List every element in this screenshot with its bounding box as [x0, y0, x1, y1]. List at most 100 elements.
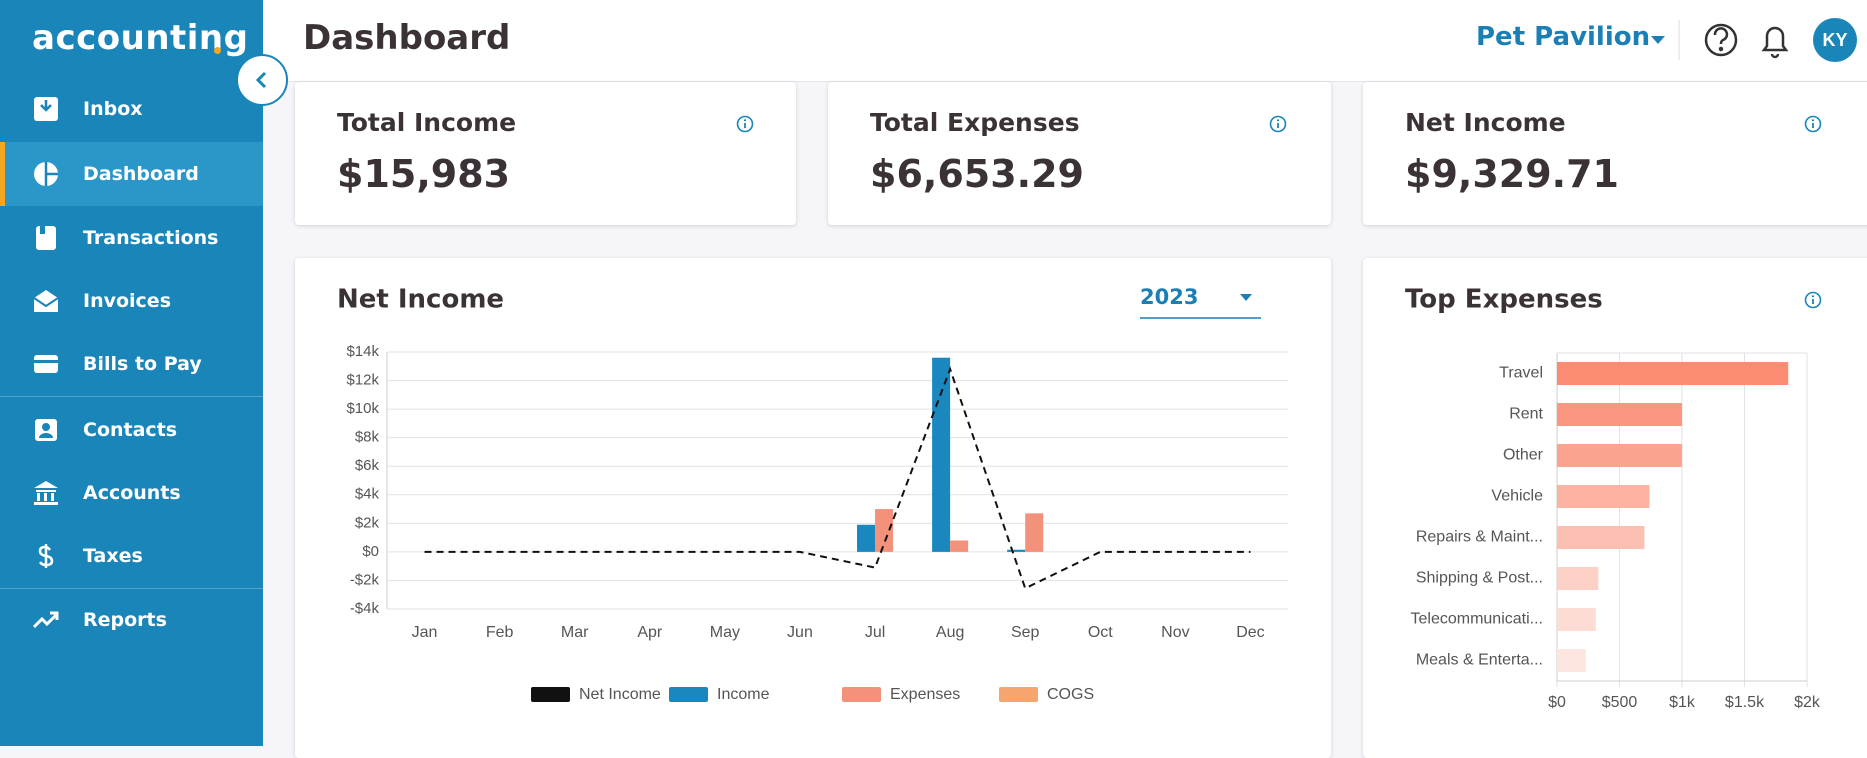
y-tick-label: Vehicle	[1491, 488, 1543, 505]
nav-label: Transactions	[83, 227, 219, 249]
bar	[1557, 567, 1599, 590]
nav-icon	[36, 226, 56, 250]
collapse-button[interactable]	[234, 52, 290, 108]
x-tick-label: Sep	[1011, 624, 1040, 641]
legend-label: COGS	[1047, 686, 1094, 703]
card-label: Total Expenses	[870, 108, 1080, 137]
notification-icon[interactable]	[1761, 26, 1789, 59]
bar	[1557, 403, 1682, 426]
nav-label: Accounts	[83, 482, 181, 504]
brand-dot	[214, 47, 221, 54]
nav-item[interactable]: Contacts	[0, 398, 263, 462]
card-label: Net Income	[1405, 108, 1566, 137]
card-value: $6,653.29	[870, 152, 1084, 196]
x-tick-label: Jan	[412, 624, 438, 641]
page-title: Dashboard	[303, 18, 511, 58]
x-tick-label: Jun	[787, 624, 813, 641]
y-tick-label: $14k	[346, 343, 379, 360]
nav-icon	[34, 355, 58, 373]
nav-icon	[34, 162, 58, 186]
nav-label: Invoices	[83, 290, 172, 312]
legend-label: Income	[717, 686, 770, 703]
help-icon[interactable]	[1704, 23, 1738, 57]
nav-item[interactable]: Taxes	[0, 524, 263, 588]
y-tick-label: Repairs & Maint...	[1416, 529, 1543, 546]
legend-swatch	[669, 687, 708, 702]
chart-title: Top Expenses	[1405, 285, 1603, 315]
x-tick-label: Oct	[1088, 624, 1113, 641]
y-tick-label: $6k	[355, 457, 380, 474]
nav-item[interactable]: Accounts	[0, 461, 263, 525]
nav-label: Bills to Pay	[83, 353, 202, 375]
nav-icon	[34, 97, 58, 121]
net-income-line	[424, 366, 1251, 590]
bar	[1557, 444, 1682, 467]
bar	[1557, 485, 1650, 508]
header: Dashboard Pet Pavilion KY	[263, 0, 1867, 82]
company-caret[interactable]	[1651, 36, 1665, 44]
nav-icon	[34, 481, 58, 505]
nav-label: Contacts	[83, 419, 178, 441]
x-tick-label: Apr	[637, 624, 663, 641]
sidebar: accounting Inbox Dashboard Transactions Inv…	[0, 0, 263, 746]
y-tick-label: Meals & Enterta...	[1416, 652, 1543, 669]
x-tick-label: May	[710, 624, 740, 641]
card-value: $9,329.71	[1405, 152, 1619, 196]
y-tick-label: $10k	[346, 400, 379, 417]
nav-item[interactable]: Transactions	[0, 206, 263, 270]
summary-card: Total Income $15,983	[295, 82, 796, 225]
avatar[interactable]	[1813, 18, 1857, 62]
legend-label: Net Income	[579, 686, 661, 703]
nav-item[interactable]: Bills to Pay	[0, 332, 263, 396]
x-tick-label: Feb	[486, 624, 514, 641]
bar	[1025, 513, 1044, 552]
company-selector[interactable]: Pet Pavilion	[1476, 22, 1651, 52]
info-icon[interactable]	[735, 114, 755, 134]
chart-title: Net Income	[337, 285, 504, 315]
legend-swatch	[999, 687, 1038, 702]
bar	[1007, 549, 1026, 552]
y-tick-label: Shipping & Post...	[1416, 570, 1543, 587]
brand: accounting	[32, 18, 249, 58]
legend-swatch	[531, 687, 570, 702]
y-tick-label: Other	[1503, 447, 1544, 464]
y-tick-label: Travel	[1499, 365, 1543, 382]
year-selector[interactable]: 2023	[1140, 285, 1198, 309]
nav-item[interactable]: Invoices	[0, 269, 263, 333]
x-tick-label: Dec	[1236, 624, 1264, 641]
nav-icon	[33, 290, 59, 312]
bar	[1557, 608, 1596, 631]
nav-label: Taxes	[83, 545, 143, 567]
net-income-chart: Net Income 2023 -$4k -$2k $0 $2k $4k $6k $8k $10k…	[337, 285, 1288, 703]
x-tick-label: Aug	[936, 624, 964, 641]
x-tick-label: $2k	[1794, 694, 1821, 711]
bar	[932, 357, 951, 552]
card-label: Total Income	[337, 108, 517, 137]
y-tick-label: $0	[362, 543, 379, 560]
y-tick-label: Telecommunicati...	[1411, 611, 1544, 628]
y-tick-label: $12k	[346, 372, 379, 389]
summary-card: Total Expenses $6,653.29	[828, 82, 1331, 225]
legend-label: Expenses	[890, 686, 960, 703]
bar	[950, 540, 969, 552]
x-tick-label: $500	[1602, 694, 1638, 711]
nav-item[interactable]: Dashboard	[0, 142, 263, 206]
info-icon[interactable]	[1804, 291, 1822, 309]
top-expenses-chart: Top Expenses $0 $500 $1k $1.5k $2k Travel Rent O…	[1405, 285, 1822, 711]
nav-label: Dashboard	[83, 163, 199, 185]
info-icon[interactable]	[1268, 114, 1288, 134]
y-tick-label: $4k	[355, 486, 380, 503]
nav-item[interactable]: Reports	[0, 588, 263, 652]
header-icons: KY	[1651, 18, 1857, 62]
nav-icon	[33, 611, 59, 629]
nav-icon	[35, 419, 57, 441]
x-tick-label: Mar	[561, 624, 589, 641]
separator	[0, 588, 263, 589]
info-icon[interactable]	[1803, 114, 1823, 134]
year-caret[interactable]	[1240, 294, 1252, 301]
legend-swatch	[842, 687, 881, 702]
avatar-initials: KY	[1822, 30, 1847, 50]
card-value: $15,983	[337, 152, 511, 196]
nav-item[interactable]: Inbox	[0, 77, 263, 141]
